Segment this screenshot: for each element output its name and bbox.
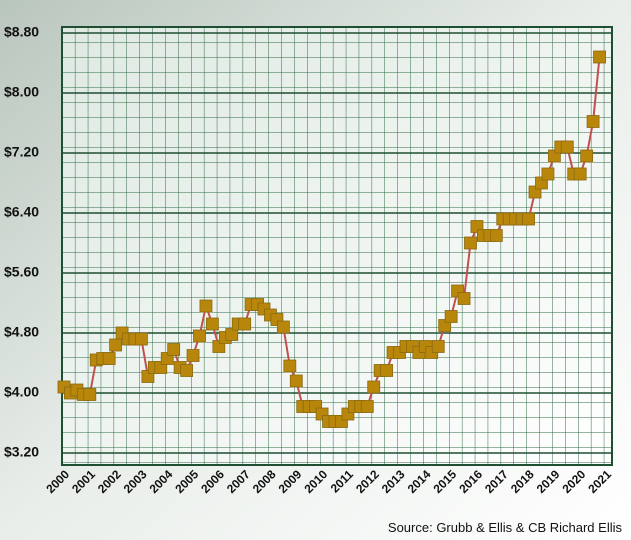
y-tick-label: $4.00 <box>4 384 39 400</box>
y-tick-label: $8.80 <box>4 24 39 40</box>
data-point <box>367 380 381 394</box>
data-point <box>380 364 394 377</box>
data-point <box>586 115 600 128</box>
minor-grid <box>62 27 612 465</box>
data-point <box>289 374 303 388</box>
source: Source: Grubb & Ellis & CB Richard Ellis <box>388 520 623 535</box>
data-point <box>83 388 97 401</box>
data-point <box>560 140 574 154</box>
data-point <box>102 352 116 365</box>
y-tick-label: $5.60 <box>4 264 39 280</box>
data-point <box>283 359 297 373</box>
data-point <box>444 310 458 323</box>
y-tick-label: $7.20 <box>4 144 39 160</box>
data-point <box>193 329 206 343</box>
data-point <box>206 317 219 331</box>
data-point <box>580 149 594 163</box>
data-point <box>593 50 606 64</box>
data-point <box>431 340 445 353</box>
data-point <box>167 343 181 356</box>
data-point <box>199 299 213 313</box>
data-point <box>180 364 193 377</box>
data-point <box>276 320 290 334</box>
plot-border <box>61 26 613 466</box>
y-tick-label: $6.40 <box>4 204 39 220</box>
data-point <box>186 349 200 362</box>
data-point <box>225 328 239 341</box>
y-tick-label: $4.80 <box>4 324 39 340</box>
data-point <box>109 338 123 352</box>
data-point <box>238 317 252 331</box>
data-point <box>541 167 555 181</box>
data-point <box>135 332 148 346</box>
data-point <box>489 229 503 242</box>
data-point <box>522 212 535 226</box>
data-point <box>457 292 471 305</box>
data-point <box>464 236 477 250</box>
data-point <box>573 167 587 181</box>
y-tick-label: $8.00 <box>4 84 39 100</box>
data-point <box>360 400 374 413</box>
y-tick-label: $3.20 <box>4 444 39 460</box>
